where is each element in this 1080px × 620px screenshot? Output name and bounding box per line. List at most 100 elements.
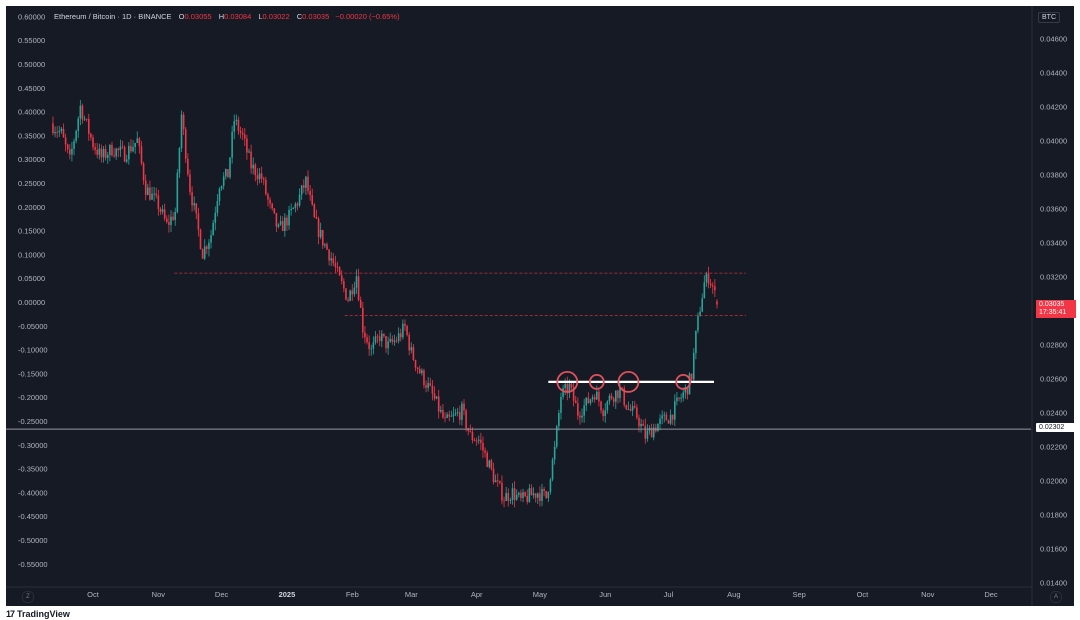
candle-body bbox=[222, 176, 225, 186]
candle-body bbox=[307, 176, 309, 192]
candle-body bbox=[256, 175, 259, 180]
candle-body bbox=[657, 423, 659, 432]
candle-body bbox=[349, 290, 351, 301]
candle-body bbox=[347, 299, 349, 301]
candle-body bbox=[60, 128, 63, 132]
candle-body bbox=[513, 488, 516, 500]
left-axis-tick: -0.15000 bbox=[18, 369, 48, 378]
candle-body bbox=[690, 373, 693, 380]
candle-body bbox=[418, 368, 421, 374]
candle-body bbox=[218, 188, 221, 202]
left-axis-tick: 0.55000 bbox=[18, 36, 45, 45]
right-axis-tick: 0.02600 bbox=[1040, 375, 1067, 384]
candle-body bbox=[254, 164, 257, 176]
candle-body bbox=[290, 208, 292, 211]
candle-body bbox=[100, 148, 103, 158]
candle-body bbox=[714, 286, 716, 291]
candle-body bbox=[90, 133, 92, 138]
candle-body bbox=[539, 493, 541, 502]
candle-body bbox=[598, 391, 600, 402]
candle-body bbox=[484, 450, 486, 453]
candle-body bbox=[602, 410, 604, 417]
candle-body bbox=[583, 405, 585, 416]
candle-body bbox=[572, 387, 575, 401]
candle-body bbox=[199, 229, 202, 250]
candle-body bbox=[412, 347, 415, 361]
candle-body bbox=[566, 384, 569, 394]
symbol-title[interactable]: Ethereum / Bitcoin · 1D · BINANCE bbox=[54, 12, 172, 21]
time-axis-tick: Nov bbox=[921, 590, 935, 599]
candle-body bbox=[309, 191, 311, 196]
candle-body bbox=[142, 163, 145, 181]
candle-body bbox=[536, 493, 539, 498]
auto-scale-toggle-button[interactable]: A bbox=[1050, 591, 1062, 603]
candle-body bbox=[351, 290, 354, 295]
candle-body bbox=[248, 151, 250, 153]
right-price-axis[interactable]: 0.04600 0.04400 0.04200 0.04000 0.03800 0.036… bbox=[1031, 6, 1067, 606]
candle-body bbox=[701, 298, 704, 312]
candle-body bbox=[172, 216, 174, 220]
candle-body bbox=[94, 147, 96, 150]
candle-body bbox=[58, 131, 61, 133]
candle-body bbox=[140, 146, 143, 164]
candle-body bbox=[553, 446, 556, 460]
candle-body bbox=[486, 452, 488, 467]
time-axis-tick: May bbox=[533, 590, 547, 599]
tradingview-branding[interactable]: 17 TradingView bbox=[6, 607, 206, 620]
candle-body bbox=[526, 495, 529, 502]
candle-body bbox=[359, 299, 362, 308]
left-axis-tick: 0.05000 bbox=[18, 274, 45, 283]
candle-body bbox=[176, 172, 179, 212]
candle-body bbox=[159, 208, 162, 212]
resistance-touch-circle bbox=[675, 373, 692, 390]
candle-body bbox=[104, 149, 107, 158]
candle-body bbox=[617, 390, 619, 399]
candle-body bbox=[216, 201, 219, 213]
symbol-legend[interactable]: Ethereum / Bitcoin · 1D · BINANCE O0.030… bbox=[54, 12, 400, 21]
time-axis-tick: Dec bbox=[215, 590, 229, 599]
candle-body bbox=[440, 409, 442, 412]
currency-badge[interactable]: BTC bbox=[1038, 12, 1060, 23]
candle-body bbox=[319, 230, 322, 238]
candle-body bbox=[184, 129, 187, 159]
candle-body bbox=[541, 488, 543, 502]
candle-body bbox=[577, 403, 579, 416]
candle-body bbox=[709, 283, 712, 286]
candle-body bbox=[220, 185, 223, 189]
resistance-touch-circle bbox=[617, 370, 640, 393]
left-axis-tick: 0.60000 bbox=[18, 12, 45, 21]
candle-body bbox=[646, 430, 649, 439]
left-axis-tick: -0.50000 bbox=[18, 536, 48, 545]
candle-body bbox=[193, 203, 195, 206]
candle-body bbox=[144, 180, 147, 195]
log-scale-toggle-button[interactable]: Z bbox=[22, 591, 34, 603]
candle-body bbox=[659, 418, 661, 424]
last-price-countdown: 17:35:41 bbox=[1039, 309, 1067, 316]
left-axis-tick: -0.35000 bbox=[18, 465, 48, 474]
candle-body bbox=[336, 267, 339, 268]
resistance-touch-circle bbox=[556, 370, 579, 393]
candle-body bbox=[427, 383, 429, 388]
candle-body bbox=[77, 118, 80, 131]
candle-body bbox=[203, 246, 206, 259]
candle-body bbox=[265, 179, 267, 195]
candle-body bbox=[631, 406, 634, 411]
candle-body bbox=[136, 138, 139, 143]
right-axis-tick: 0.03200 bbox=[1040, 273, 1067, 282]
candle-body bbox=[703, 282, 706, 299]
candle-body bbox=[636, 407, 638, 418]
candle-body bbox=[69, 149, 71, 155]
candle-body bbox=[243, 134, 246, 139]
candle-body bbox=[324, 244, 326, 246]
left-axis-tick: 0.10000 bbox=[18, 250, 45, 259]
candle-body bbox=[456, 412, 459, 414]
time-axis[interactable]: Oct Nov Dec 2025 Feb Mar Apr May Jun Jul Aug Sep Oct… bbox=[6, 586, 1032, 599]
candle-body bbox=[296, 203, 299, 206]
candle-body bbox=[606, 401, 609, 411]
candle-body bbox=[416, 367, 419, 369]
candle-body bbox=[604, 410, 607, 417]
candle-body bbox=[676, 397, 678, 402]
candle-body bbox=[507, 493, 510, 501]
candle-body bbox=[151, 193, 153, 200]
